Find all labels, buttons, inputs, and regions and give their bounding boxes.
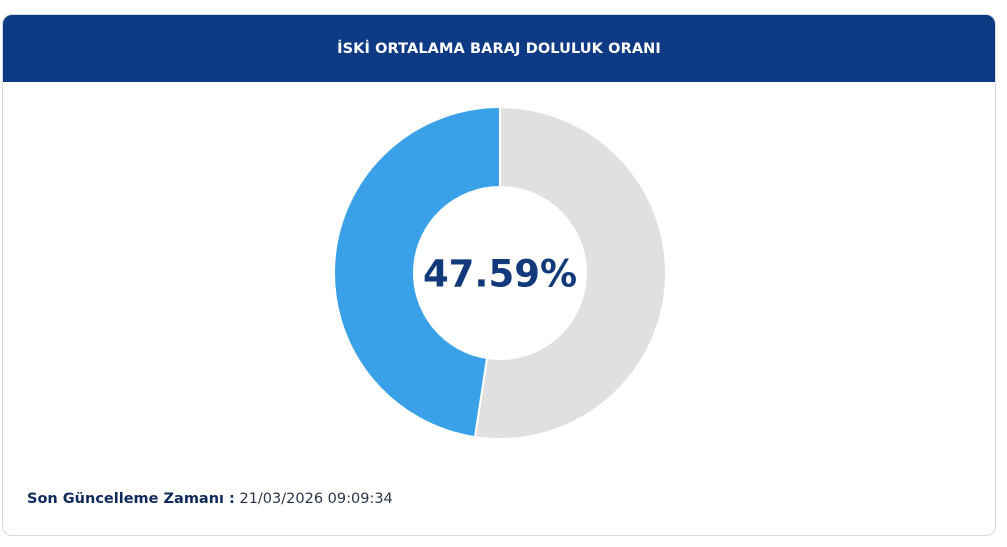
last-update-value: 21/03/2026 09:09:34 <box>239 491 393 507</box>
dam-fill-card: İSKİ ORTALAMA BARAJ DOLULUK ORANI 47.59%… <box>2 14 996 536</box>
last-update: Son Güncelleme Zamanı : 21/03/2026 09:09… <box>27 491 393 507</box>
last-update-label: Son Güncelleme Zamanı : <box>27 491 235 507</box>
donut-slices <box>333 105 667 440</box>
donut-slice-empty <box>473 105 667 440</box>
donut-slice-filled <box>333 105 501 439</box>
donut-chart: 47.59% <box>333 105 667 440</box>
card-title: İSKİ ORTALAMA BARAJ DOLULUK ORANI <box>337 40 661 57</box>
center-percentage-label: 47.59% <box>423 253 577 296</box>
card-header: İSKİ ORTALAMA BARAJ DOLULUK ORANI <box>3 15 995 82</box>
